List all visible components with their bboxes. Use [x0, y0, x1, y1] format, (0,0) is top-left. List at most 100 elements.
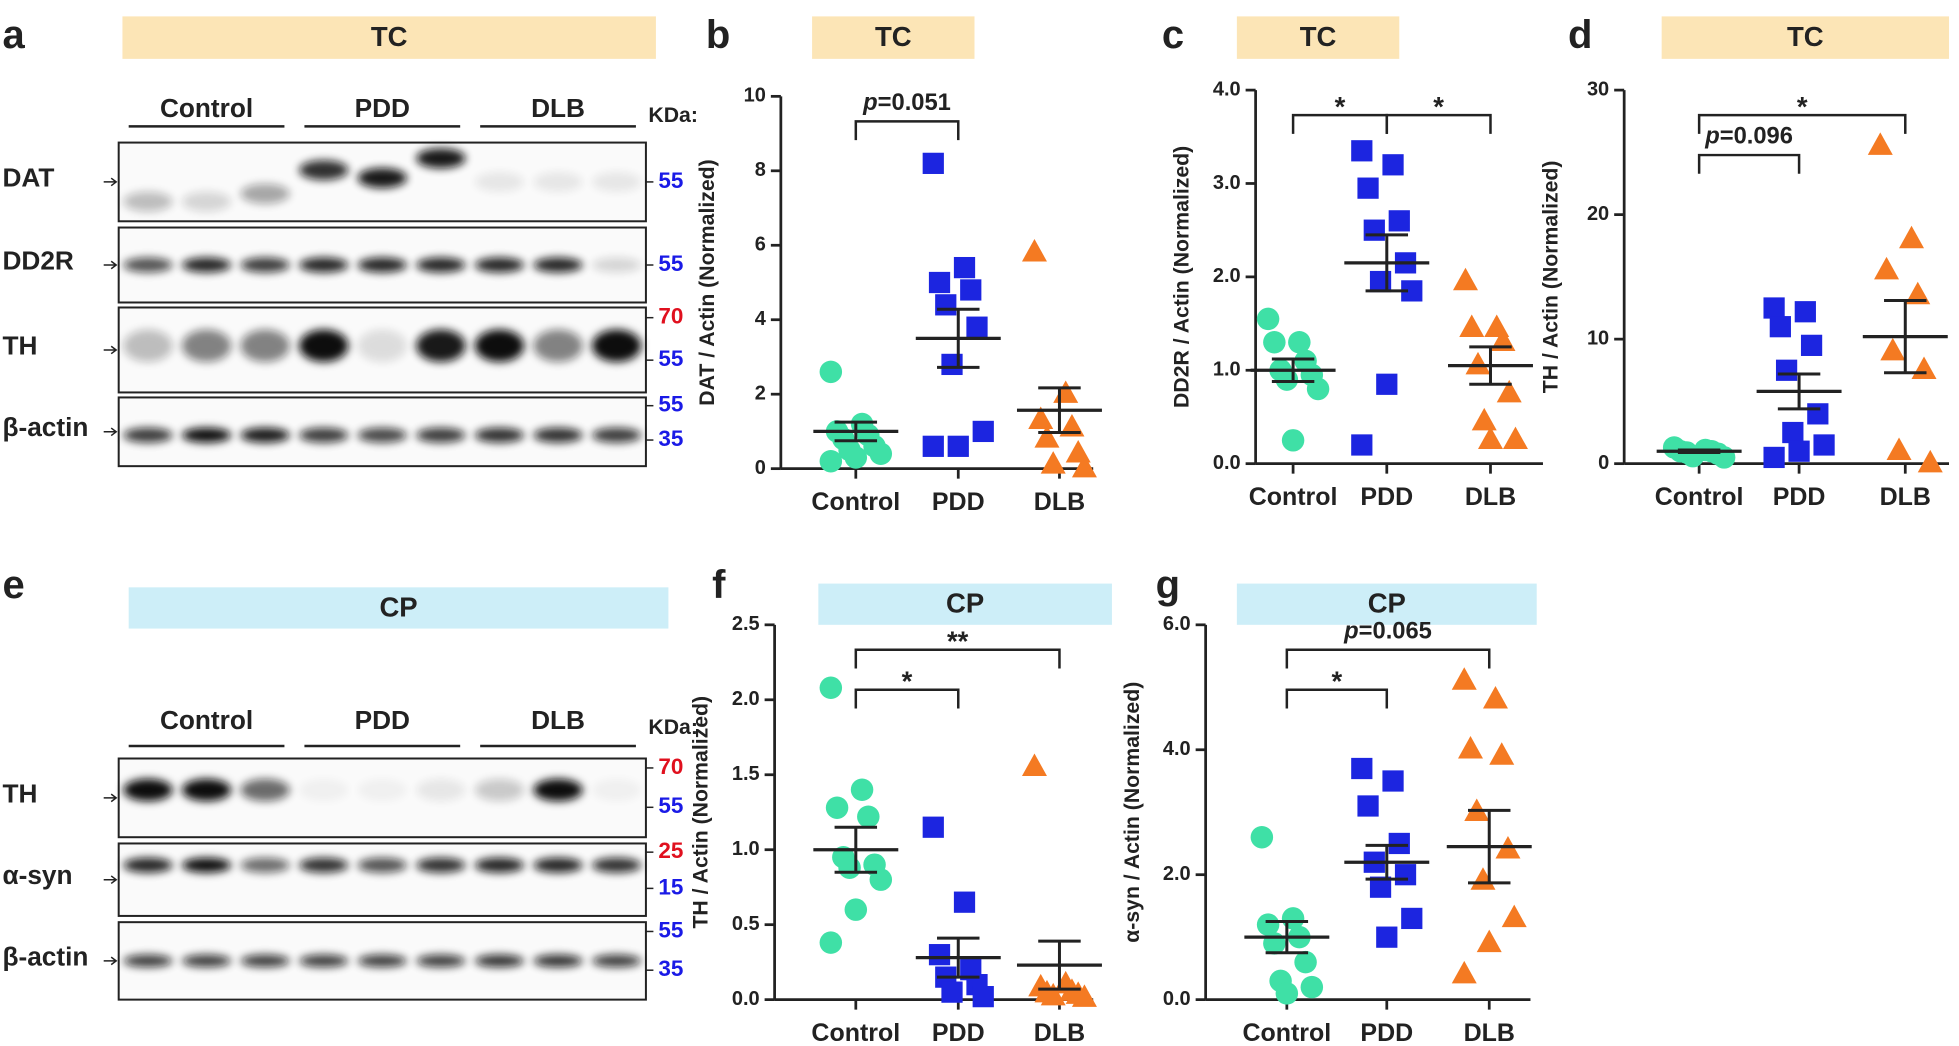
blot-band — [533, 778, 583, 802]
row-arrow — [103, 793, 118, 803]
blot-band — [474, 954, 525, 968]
data-point — [857, 805, 880, 828]
y-axis-label: DAT / Actin (Normalized) — [696, 159, 719, 405]
row-label: DAT — [2, 162, 54, 192]
data-point — [1874, 256, 1900, 280]
significance-text: * — [902, 666, 913, 697]
error-bar — [1271, 357, 1315, 383]
significance-text: =0.065 — [1359, 619, 1432, 645]
data-point — [1401, 907, 1423, 930]
data-point — [1470, 867, 1496, 890]
data-point — [1275, 982, 1299, 1005]
header-box — [1236, 16, 1400, 59]
row-label: TH — [2, 778, 37, 808]
blot-band — [533, 954, 583, 968]
row-arrow — [103, 427, 118, 437]
y-axis-label: TH / Actin (Normalized) — [690, 696, 713, 929]
data-point — [1502, 426, 1528, 450]
blot-band — [181, 857, 232, 873]
data-point — [922, 152, 944, 174]
data-point — [947, 435, 969, 457]
x-tick-label: DLB — [1034, 1019, 1085, 1046]
row-arrow — [103, 875, 118, 885]
panel-letter: c — [1162, 13, 1184, 57]
significance-bracket — [854, 120, 960, 141]
data-point — [1376, 373, 1398, 395]
header-box — [122, 16, 656, 59]
header-box — [1661, 16, 1950, 59]
data-point — [1794, 301, 1816, 323]
data-point — [1376, 926, 1398, 948]
blot-band — [181, 954, 232, 968]
y-tick-label: 4 — [755, 308, 766, 330]
blot-band — [474, 171, 525, 192]
row-arrow — [103, 345, 118, 355]
y-tick-label: 2 — [755, 382, 766, 404]
data-point — [966, 316, 988, 338]
marker-label: 15 — [658, 874, 683, 899]
significance-label: * — [1335, 91, 1346, 122]
data-point — [1459, 314, 1485, 337]
data-point — [1021, 238, 1047, 262]
y-tick-label: 6.0 — [1163, 613, 1191, 635]
data-point — [869, 868, 893, 891]
significance-bracket — [1285, 688, 1389, 709]
blot-band — [533, 427, 583, 443]
data-point — [1382, 770, 1404, 792]
y-tick-label: 1.0 — [1213, 359, 1241, 381]
marker-label: 55 — [658, 251, 683, 276]
data-point — [1880, 337, 1906, 361]
x-tick-label: Control — [1242, 1019, 1331, 1046]
data-point — [1867, 132, 1893, 155]
y-tick-label: 3.0 — [1213, 172, 1241, 194]
p-symbol: p — [862, 90, 878, 116]
y-tick-label: 2.5 — [732, 613, 760, 635]
data-point — [850, 778, 874, 801]
y-tick-label: 2.0 — [732, 688, 760, 710]
data-point — [1763, 446, 1785, 469]
group-label: DLB — [531, 705, 585, 735]
data-point — [953, 256, 976, 279]
data-point — [922, 435, 944, 457]
significance-label: p=0.065 — [1343, 619, 1432, 645]
data-point — [1782, 421, 1804, 444]
data-point — [1465, 351, 1491, 375]
header-box — [812, 16, 975, 59]
y-tick-label: 2.0 — [1163, 863, 1191, 885]
data-point — [1800, 334, 1823, 356]
blot-band — [240, 954, 290, 968]
group-label: Control — [160, 705, 253, 735]
significance-bracket — [1385, 113, 1492, 134]
y-tick-label: 4.0 — [1213, 78, 1241, 100]
blot-band — [299, 257, 349, 273]
blot-band — [181, 778, 232, 802]
marker-label: 35 — [658, 426, 683, 451]
blot-band — [357, 427, 407, 443]
p-symbol: p — [1704, 124, 1720, 150]
data-point — [1899, 225, 1925, 249]
blot-band — [181, 257, 232, 273]
data-point — [1769, 316, 1791, 338]
data-point — [825, 796, 849, 819]
data-point — [1482, 686, 1508, 709]
y-tick-label: 4.0 — [1163, 738, 1191, 760]
header-text: CP — [946, 588, 984, 619]
blot-band — [181, 329, 232, 362]
row-label: DD2R — [2, 245, 73, 275]
data-point — [1807, 403, 1829, 425]
data-point — [1813, 434, 1835, 456]
blot-band — [123, 778, 173, 802]
data-point — [1028, 406, 1054, 429]
data-point — [922, 816, 944, 838]
blot-band — [357, 857, 407, 873]
data-point — [819, 676, 843, 700]
blot-band — [416, 778, 466, 802]
x-tick-label: DLB — [1034, 488, 1085, 516]
data-point — [1040, 451, 1066, 474]
row-label: β-actin — [2, 941, 88, 971]
y-tick-label: 0 — [1598, 452, 1609, 474]
data-point — [1071, 984, 1097, 1007]
error-bar — [1038, 386, 1081, 435]
